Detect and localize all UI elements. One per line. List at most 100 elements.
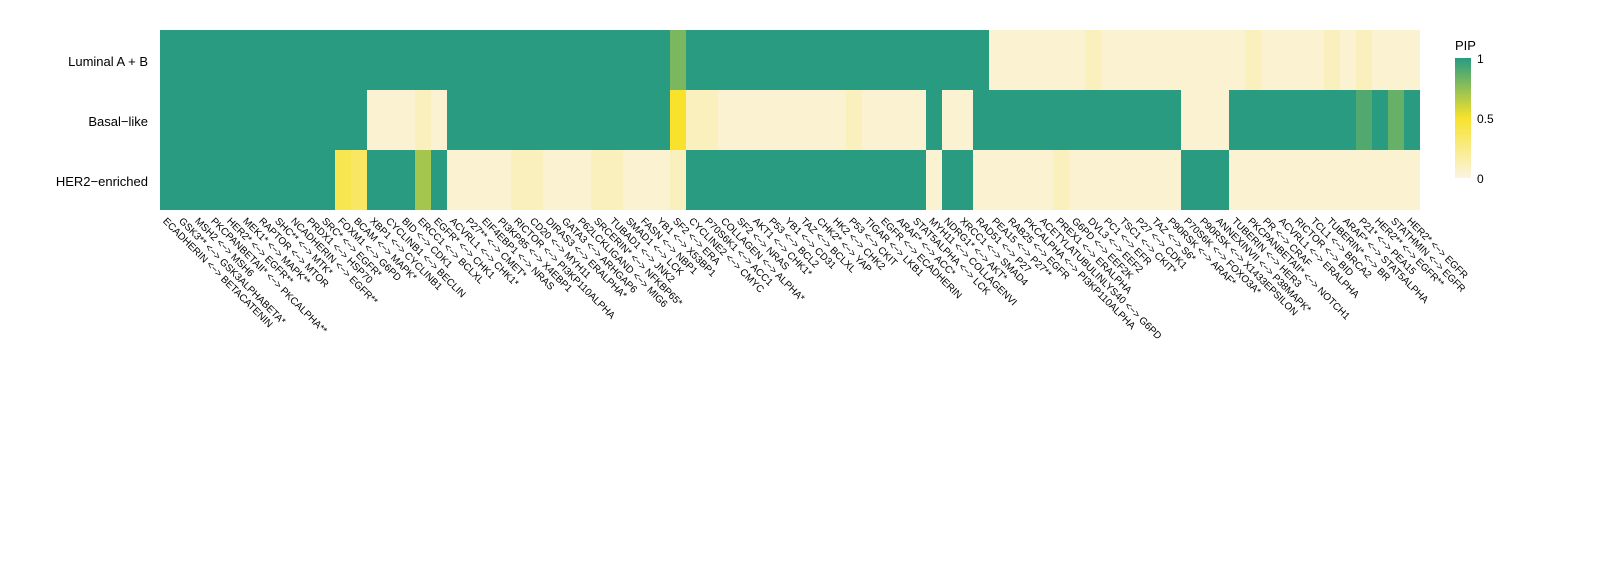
heatmap-cell <box>495 90 511 150</box>
heatmap-cell <box>351 30 367 90</box>
heatmap-cell <box>1069 30 1085 90</box>
heatmap-cell <box>495 150 511 210</box>
heatmap-cell <box>1261 90 1277 150</box>
heatmap-cell <box>160 90 176 150</box>
heatmap-cell <box>878 90 894 150</box>
heatmap-cell <box>575 90 591 150</box>
heatmap-cell <box>511 150 527 210</box>
heatmap-cell <box>1021 150 1037 210</box>
heatmap-cell <box>527 150 543 210</box>
legend-tick: 0.5 <box>1477 112 1494 126</box>
heatmap-cell <box>415 30 431 90</box>
heatmap-cell <box>288 30 304 90</box>
heatmap-cell <box>160 150 176 210</box>
heatmap-cell <box>1101 30 1117 90</box>
heatmap-cell <box>894 90 910 150</box>
heatmap-cell <box>1213 30 1229 90</box>
heatmap-cell <box>527 30 543 90</box>
heatmap-cell <box>479 30 495 90</box>
heatmap-cell <box>1197 150 1213 210</box>
heatmap-cell <box>1308 30 1324 90</box>
heatmap-cell <box>670 30 686 90</box>
heatmap-cell <box>1372 90 1388 150</box>
heatmap-cell <box>447 150 463 210</box>
heatmap-cell <box>431 150 447 210</box>
heatmap-cell <box>1053 30 1069 90</box>
heatmap-cell <box>543 90 559 150</box>
heatmap-cell <box>1005 30 1021 90</box>
heatmap-cell <box>702 30 718 90</box>
heatmap-cell <box>1324 90 1340 150</box>
heatmap-cell <box>1372 30 1388 90</box>
heatmap-cell <box>702 90 718 150</box>
heatmap-cell <box>1181 90 1197 150</box>
legend-colorbar <box>1455 58 1471 178</box>
heatmap-cell <box>367 30 383 90</box>
heatmap-cell <box>1069 90 1085 150</box>
heatmap-cell <box>399 150 415 210</box>
heatmap-cell <box>208 150 224 210</box>
heatmap-cell <box>1133 90 1149 150</box>
heatmap-cell <box>942 30 958 90</box>
heatmap-cell <box>591 150 607 210</box>
heatmap-cell <box>1261 150 1277 210</box>
heatmap-cell <box>431 90 447 150</box>
heatmap-cell <box>894 150 910 210</box>
heatmap-cell <box>383 30 399 90</box>
heatmap-cell <box>830 30 846 90</box>
heatmap-cell <box>319 150 335 210</box>
heatmap-cell <box>511 30 527 90</box>
heatmap-cell <box>288 150 304 210</box>
heatmap-cell <box>1388 90 1404 150</box>
heatmap-cell <box>1181 150 1197 210</box>
heatmap-cell <box>1324 30 1340 90</box>
heatmap-cell <box>1165 30 1181 90</box>
heatmap-cell <box>1404 90 1420 150</box>
heatmap-cell <box>224 90 240 150</box>
heatmap-cell <box>862 90 878 150</box>
heatmap-cell <box>766 150 782 210</box>
heatmap-cell <box>1229 90 1245 150</box>
heatmap-cell <box>702 150 718 210</box>
heatmap-cell <box>686 30 702 90</box>
heatmap-cell <box>607 150 623 210</box>
row-label: Basal−like <box>0 114 148 129</box>
heatmap-cell <box>256 90 272 150</box>
heatmap-cell <box>240 90 256 150</box>
heatmap-cell <box>495 30 511 90</box>
heatmap-cell <box>272 90 288 150</box>
heatmap-cell <box>957 90 973 150</box>
heatmap-cell <box>208 90 224 150</box>
heatmap-cell <box>1117 90 1133 150</box>
heatmap-cell <box>1133 30 1149 90</box>
legend-title: PIP <box>1455 38 1476 53</box>
heatmap-cell <box>686 150 702 210</box>
heatmap-cell <box>814 30 830 90</box>
heatmap-cell <box>1101 150 1117 210</box>
heatmap-cell <box>1037 90 1053 150</box>
pip-heatmap: Luminal A + BBasal−likeHER2−enrichedECAD… <box>0 0 1600 578</box>
heatmap-cell <box>304 90 320 150</box>
heatmap-cell <box>463 30 479 90</box>
heatmap-cell <box>1245 30 1261 90</box>
heatmap-cell <box>1101 90 1117 150</box>
heatmap-cell <box>1340 90 1356 150</box>
heatmap-cell <box>1292 150 1308 210</box>
heatmap-cell <box>335 150 351 210</box>
heatmap-cell <box>734 30 750 90</box>
heatmap-cell <box>830 150 846 210</box>
heatmap-cell <box>1292 90 1308 150</box>
heatmap-cell <box>1149 150 1165 210</box>
heatmap-cell <box>638 150 654 210</box>
heatmap-cell <box>670 150 686 210</box>
heatmap-cell <box>1133 150 1149 210</box>
heatmap-cell <box>511 90 527 150</box>
heatmap-cell <box>479 90 495 150</box>
heatmap-cell <box>830 90 846 150</box>
heatmap-cell <box>463 150 479 210</box>
heatmap-cell <box>814 150 830 210</box>
heatmap-cell <box>1021 90 1037 150</box>
heatmap-cell <box>1229 30 1245 90</box>
heatmap-cell <box>798 150 814 210</box>
heatmap-cell <box>1276 30 1292 90</box>
